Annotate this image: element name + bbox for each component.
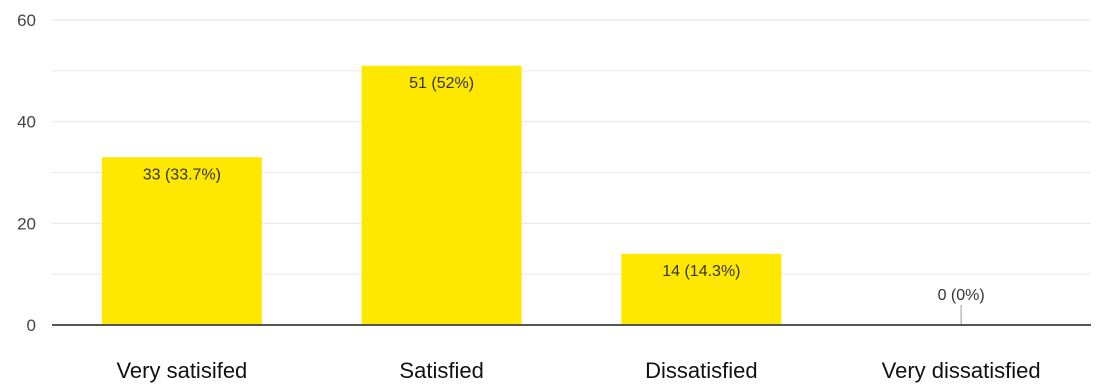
y-tick-label: 60 [17, 11, 36, 30]
y-tick-label: 20 [17, 214, 36, 233]
data-label: 51 (52%) [409, 75, 474, 92]
x-axis-categories: Very satisifed Satisfied Dissatisfied Ve… [116, 358, 1040, 383]
bars [101, 65, 962, 325]
data-label: 33 (33.7%) [143, 166, 221, 183]
bar [621, 253, 782, 325]
data-label: 0 (0%) [938, 287, 985, 304]
category-label: Satisfied [399, 358, 483, 383]
category-label: Very satisifed [116, 358, 247, 383]
bar [361, 65, 522, 325]
category-label: Very dissatisfied [882, 358, 1041, 383]
y-tick-label: 0 [27, 316, 36, 335]
bar [101, 157, 262, 325]
y-axis-ticks: 0 20 40 60 [17, 11, 36, 335]
data-labels: 33 (33.7%) 51 (52%) 14 (14.3%) 0 (0%) [143, 75, 985, 304]
y-tick-label: 40 [17, 113, 36, 132]
data-label: 14 (14.3%) [662, 263, 740, 280]
category-label: Dissatisfied [645, 358, 757, 383]
